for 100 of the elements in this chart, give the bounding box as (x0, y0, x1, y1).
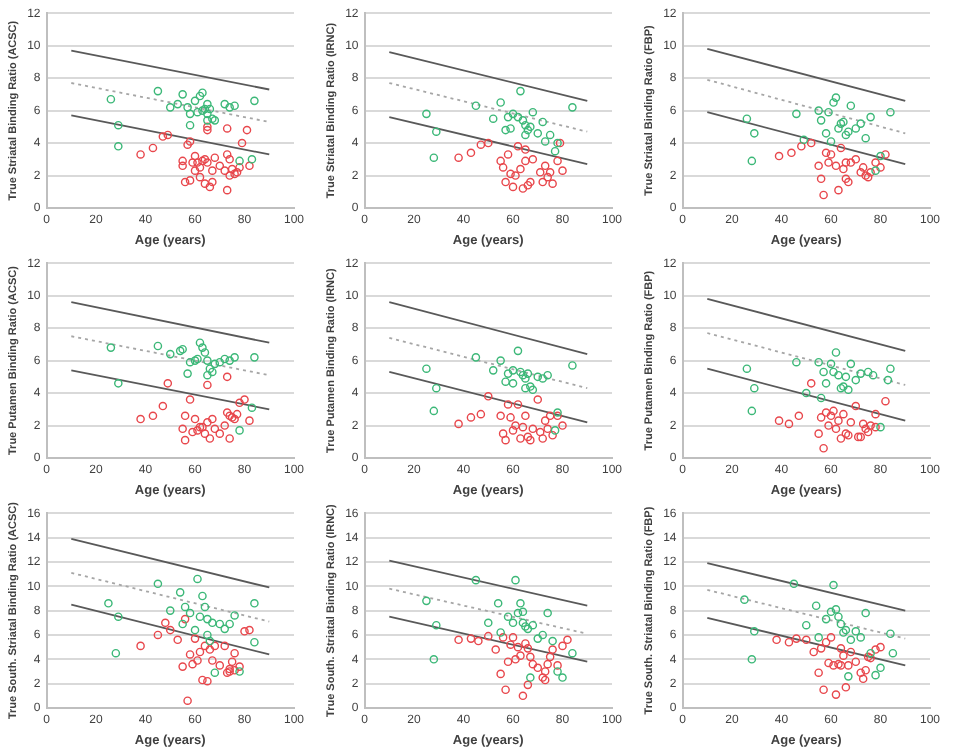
point (225, 103, 234, 112)
point (432, 127, 441, 136)
point (508, 618, 518, 628)
point (801, 635, 811, 645)
point (871, 409, 880, 419)
point (235, 426, 244, 435)
point (521, 374, 530, 383)
point (826, 607, 836, 617)
point (240, 627, 249, 636)
point (200, 602, 210, 612)
point (483, 138, 493, 148)
point (432, 383, 441, 393)
point (528, 107, 538, 117)
point (250, 637, 259, 647)
point (523, 369, 533, 378)
point (856, 668, 866, 677)
point (784, 637, 794, 647)
point (876, 663, 885, 673)
point (797, 142, 806, 151)
point (839, 117, 848, 127)
point (538, 434, 548, 443)
point (503, 369, 513, 378)
point (429, 153, 439, 162)
point (173, 99, 182, 109)
point (523, 644, 533, 653)
point (114, 142, 123, 151)
point (513, 346, 523, 356)
point (235, 163, 244, 172)
point (496, 98, 505, 107)
point (866, 112, 875, 122)
point (844, 430, 853, 440)
point (506, 124, 515, 133)
point (483, 631, 493, 641)
point (523, 125, 533, 135)
point (871, 166, 880, 175)
point (861, 424, 870, 434)
point (422, 109, 431, 119)
point (839, 409, 848, 419)
point (185, 120, 195, 130)
point (163, 130, 173, 140)
point (516, 599, 525, 608)
point (513, 642, 523, 652)
point (794, 411, 804, 421)
point (235, 667, 244, 676)
point (180, 602, 190, 612)
point (856, 633, 866, 642)
point (148, 411, 158, 421)
point (230, 101, 239, 111)
point (190, 634, 200, 643)
point (488, 366, 498, 375)
point (225, 619, 234, 629)
point (501, 685, 510, 695)
point (548, 179, 557, 188)
point (829, 406, 838, 416)
point (114, 379, 123, 388)
point (740, 595, 749, 604)
point (886, 107, 895, 117)
point (106, 343, 116, 352)
point (183, 140, 192, 149)
point (543, 608, 552, 618)
point (220, 641, 230, 651)
point (493, 599, 503, 608)
point (158, 401, 168, 411)
point (208, 166, 217, 175)
point (792, 357, 801, 367)
point (180, 614, 190, 624)
point (175, 588, 185, 597)
point (841, 130, 851, 140)
point (208, 114, 217, 124)
point (819, 190, 828, 200)
point (535, 167, 545, 177)
point (516, 164, 525, 174)
point (165, 606, 175, 615)
point (193, 656, 202, 665)
point (210, 153, 220, 162)
point (185, 650, 195, 659)
point (834, 416, 843, 425)
point (193, 574, 202, 584)
point (245, 625, 254, 635)
point (863, 172, 873, 182)
point (747, 406, 757, 416)
point (831, 348, 841, 357)
point (203, 370, 212, 380)
point (203, 417, 212, 427)
point (861, 665, 870, 675)
point (821, 379, 831, 388)
point (543, 172, 552, 182)
point (528, 155, 538, 164)
point (533, 372, 543, 382)
point (568, 103, 577, 112)
point (826, 411, 836, 421)
point (846, 635, 856, 645)
point (198, 591, 207, 601)
point (876, 163, 885, 172)
point (185, 109, 195, 119)
point (861, 171, 870, 180)
point (432, 620, 441, 630)
point (215, 429, 225, 438)
point (250, 353, 259, 362)
point (881, 150, 890, 159)
